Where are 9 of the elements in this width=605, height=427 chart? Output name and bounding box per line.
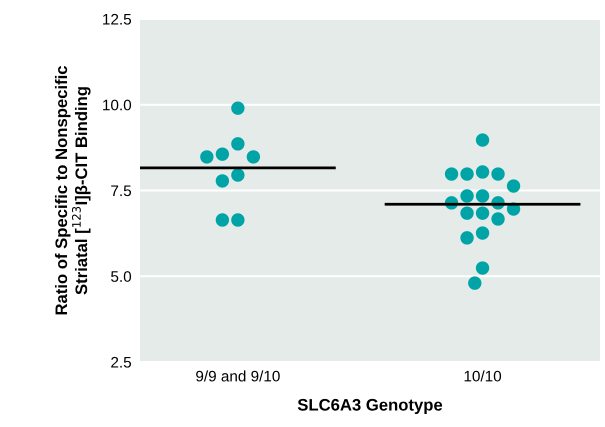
x-axis-title: SLC6A3 Genotype (298, 398, 442, 414)
y-tick-label: 7.5 (111, 186, 132, 196)
x-tick-label: 9/9 and 9/10 (196, 370, 280, 382)
y-tick-label: 5.0 (111, 271, 132, 282)
y-tick-label: 10.0 (103, 100, 132, 110)
y-axis-title: Ratio of Specific to Nonspecific Striatal [$^{123}$I]β-CIT Binding (54, 66, 91, 314)
y-tick-label: 2.5 (111, 356, 132, 368)
y-tick-label: 12.5 (103, 14, 132, 25)
x-tick-label: 10/10 (464, 370, 502, 382)
